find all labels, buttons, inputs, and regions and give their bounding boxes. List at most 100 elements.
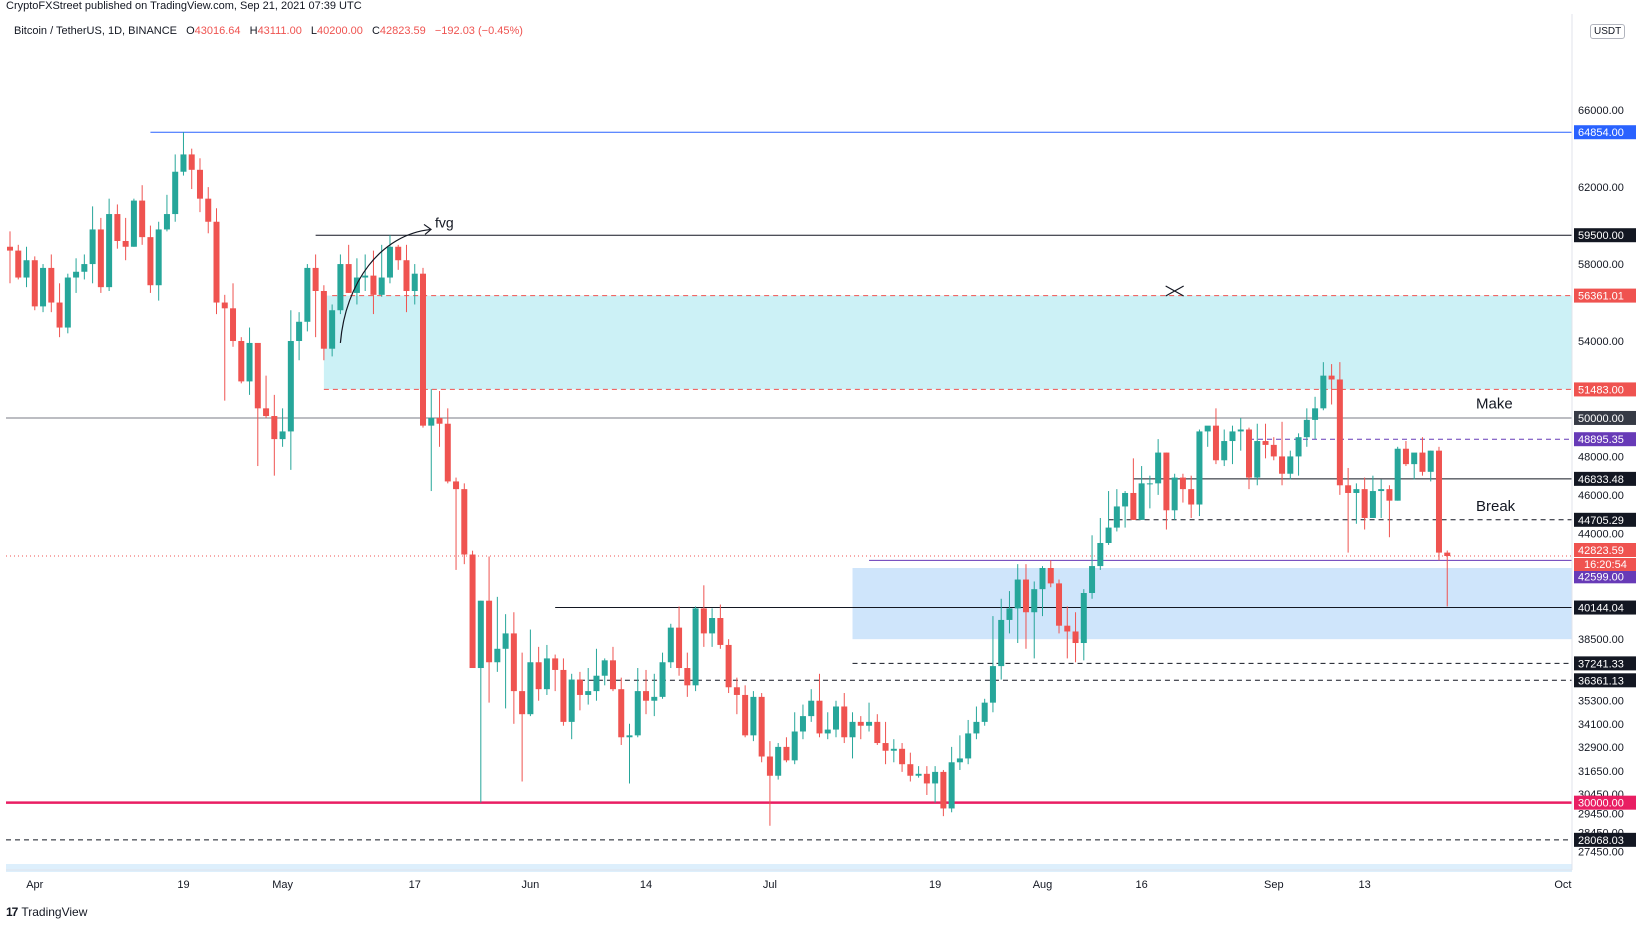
candle-body <box>172 171 179 215</box>
candle-body <box>1113 506 1120 528</box>
candle <box>263 375 270 418</box>
price-badge-label: 50000.00 <box>1578 413 1624 425</box>
price-badge-30000.00: 30000.00 <box>1574 795 1636 810</box>
candle <box>1237 417 1244 451</box>
candle <box>816 673 823 738</box>
candle-body <box>1270 444 1277 457</box>
symbol-bar[interactable]: Bitcoin / TetherUS, 1D, BINANCE O43016.6… <box>14 25 523 37</box>
candle-body <box>766 756 773 776</box>
candle-body <box>799 716 806 732</box>
candle-body <box>626 735 633 738</box>
candle <box>1014 564 1021 644</box>
candle <box>1097 517 1104 570</box>
price-badge-label: 36361.13 <box>1578 675 1624 687</box>
candle-body <box>213 221 220 303</box>
candle-body <box>31 260 38 307</box>
x-tick-label: 17 <box>409 879 421 891</box>
candle <box>114 204 121 249</box>
candle-body <box>428 417 435 426</box>
candle-body <box>296 321 303 342</box>
candle-body <box>1402 448 1409 465</box>
candle-body <box>890 748 897 751</box>
candle <box>238 337 245 384</box>
price-badge-label: 44705.29 <box>1578 515 1624 527</box>
candle <box>1171 473 1178 520</box>
candle-body <box>1419 452 1426 472</box>
candle <box>1047 560 1054 588</box>
candle <box>1221 429 1228 467</box>
candle <box>312 254 319 338</box>
candle <box>1254 423 1261 486</box>
candle-body <box>700 608 707 634</box>
candle-body <box>667 627 674 663</box>
candle <box>395 244 402 270</box>
candle-body <box>874 721 881 744</box>
candle <box>940 769 947 817</box>
candle <box>833 700 839 738</box>
y-tick-label: 32900.00 <box>1578 742 1624 754</box>
price-badge-bg <box>1574 125 1636 140</box>
candle <box>196 158 203 213</box>
candle <box>1122 491 1129 528</box>
candle <box>64 273 71 334</box>
candle <box>139 185 146 245</box>
candle-body <box>824 729 831 734</box>
candle <box>106 198 113 291</box>
candle <box>7 231 13 284</box>
candle-body <box>543 658 550 690</box>
price-badge-label: 28068.03 <box>1578 835 1624 847</box>
candle-body <box>1196 431 1203 505</box>
candle <box>1427 450 1434 482</box>
x-tick-label: 19 <box>929 879 941 891</box>
candle-body <box>81 264 88 272</box>
candle <box>585 668 592 705</box>
price-badge-label: 37241.33 <box>1578 658 1624 670</box>
x-tick-label: 14 <box>640 879 652 891</box>
candle-body <box>733 687 740 695</box>
candle <box>279 408 286 447</box>
candle <box>857 716 864 740</box>
candle-body <box>1022 579 1029 613</box>
candle <box>329 304 336 357</box>
candle-body <box>7 246 13 251</box>
candle-body <box>593 675 600 692</box>
candle-body <box>1138 483 1145 520</box>
candle-body <box>130 200 137 247</box>
candle-body <box>882 743 889 751</box>
candle-body <box>89 229 96 265</box>
candle-body <box>609 660 616 690</box>
candle-body <box>717 618 724 645</box>
candle-body <box>1039 567 1046 590</box>
candle <box>1444 550 1451 607</box>
candle <box>461 483 468 565</box>
candle-body <box>263 408 270 417</box>
candle <box>188 148 195 190</box>
y-tick-label: 29450.00 <box>1578 808 1624 820</box>
candle-body <box>560 669 567 722</box>
candle-body <box>1336 379 1343 486</box>
candle-body <box>816 700 823 734</box>
candle-body <box>312 267 319 291</box>
candle-body <box>1237 429 1244 432</box>
candle-body <box>147 237 154 286</box>
candle-body <box>1014 579 1021 609</box>
candle <box>147 225 154 293</box>
candle-body <box>1072 631 1079 644</box>
candle-body <box>659 662 666 697</box>
candle-body <box>1394 448 1401 501</box>
candle-body <box>221 302 228 309</box>
candle <box>799 704 806 740</box>
price-badge-label: 48895.35 <box>1578 434 1624 446</box>
candle-body <box>48 267 55 303</box>
countdown-bg <box>1574 558 1636 572</box>
currency-badge[interactable]: USDT <box>1590 24 1626 39</box>
candle <box>560 658 567 726</box>
candle <box>420 267 426 428</box>
candle <box>1056 579 1063 634</box>
candle-body <box>1171 477 1178 511</box>
tradingview-logo[interactable]: 17 TradingView <box>6 905 87 919</box>
symbol-name[interactable]: Bitcoin / TetherUS, 1D, BINANCE <box>14 25 178 37</box>
x-tick-label: 13 <box>1359 879 1371 891</box>
candle <box>766 741 773 826</box>
